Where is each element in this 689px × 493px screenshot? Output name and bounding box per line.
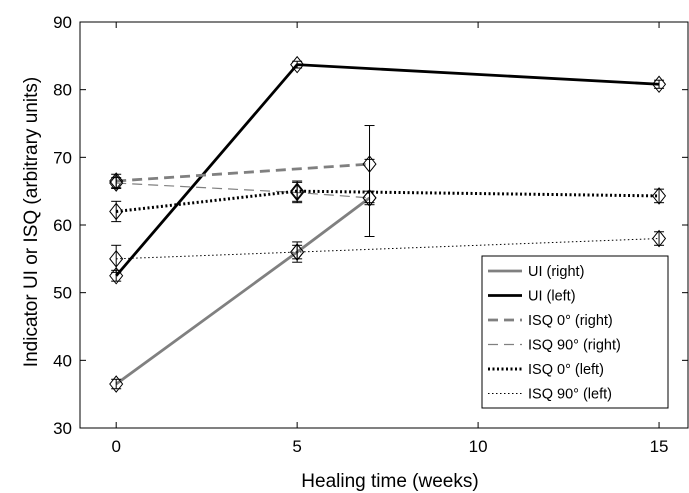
y-tick-label: 60 — [53, 216, 72, 235]
data-point-marker — [290, 243, 305, 261]
series-line — [116, 162, 370, 183]
legend-item: UI (right) — [488, 264, 584, 280]
series-isq-90deg-left — [109, 229, 667, 273]
series-line — [116, 189, 660, 213]
x-axis-title: Healing time (weeks) — [301, 471, 478, 492]
x-tick-label: 5 — [292, 437, 301, 456]
y-tick-label: 80 — [53, 81, 72, 100]
x-tick-label: 0 — [111, 437, 120, 456]
legend: UI (right) UI (left) ISQ 0° (right) ISQ 90°… — [481, 255, 669, 409]
axes: 0 5 10 15 30 40 50 60 70 80 90 — [53, 13, 688, 456]
legend-item: ISQ 0° (left) — [488, 362, 604, 378]
y-tick-label: 50 — [53, 284, 72, 303]
legend-label: ISQ 0° (right) — [528, 313, 613, 329]
data-point-marker — [109, 174, 124, 192]
legend-item: ISQ 90° (left) — [488, 387, 612, 403]
data-point-marker — [109, 172, 124, 190]
data-point-marker — [109, 250, 124, 268]
y-tick-label: 40 — [53, 351, 72, 370]
series-layer — [109, 55, 667, 393]
series-isq-0deg-left — [109, 180, 667, 223]
y-tick-label: 90 — [53, 13, 72, 32]
series-ui-left — [109, 55, 667, 285]
legend-item: ISQ 0° (right) — [488, 313, 613, 329]
series-line — [115, 196, 371, 386]
y-tick-label: 30 — [53, 419, 72, 438]
legend-box — [481, 255, 669, 409]
legend-label: ISQ 90° (right) — [528, 338, 621, 354]
data-point-marker — [362, 189, 377, 207]
legend-label: UI (right) — [528, 264, 584, 280]
y-tick-label: 70 — [53, 148, 72, 167]
series-ui-right — [109, 189, 377, 393]
legend-item: ISQ 90° (right) — [488, 338, 621, 354]
legend-label: ISQ 90° (left) — [528, 387, 612, 403]
data-point-marker — [652, 75, 667, 94]
data-point-marker — [290, 55, 305, 74]
legend-item: UI (left) — [488, 289, 576, 305]
y-axis-title: Indicator UI or ISQ (arbitrary units) — [21, 77, 42, 367]
data-point-marker — [109, 202, 124, 221]
x-tick-label: 15 — [650, 437, 669, 456]
data-point-marker — [109, 266, 124, 285]
x-tick-label: 10 — [469, 437, 488, 456]
data-point-marker — [290, 182, 305, 200]
data-point-marker — [109, 375, 124, 393]
data-point-marker — [652, 187, 667, 205]
legend-label: ISQ 0° (left) — [528, 362, 604, 378]
series-line — [115, 63, 660, 277]
legend-label: UI (left) — [528, 289, 576, 305]
data-point-marker — [652, 229, 667, 248]
